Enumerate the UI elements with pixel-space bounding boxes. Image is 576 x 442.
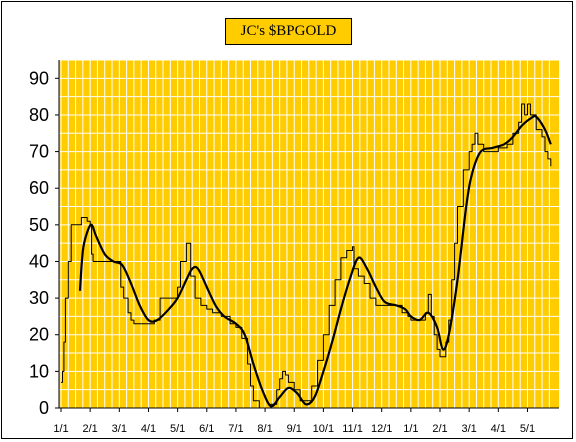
x-tick-label: 4/1 bbox=[491, 423, 506, 435]
y-tick-label: 40 bbox=[29, 251, 49, 271]
x-tick-label: 12/1 bbox=[371, 423, 392, 435]
x-tick-label: 11/1 bbox=[342, 423, 363, 435]
x-tick-label: 2/1 bbox=[83, 423, 98, 435]
chart-title: JC's $BPGOLD bbox=[225, 18, 352, 45]
x-tick-label: 1/1 bbox=[403, 423, 418, 435]
y-tick-label: 70 bbox=[29, 142, 49, 162]
y-tick-label: 10 bbox=[29, 361, 49, 381]
y-tick-label: 80 bbox=[29, 105, 49, 125]
x-tick-label: 5/1 bbox=[170, 423, 185, 435]
x-tick-label: 3/1 bbox=[112, 423, 127, 435]
y-tick-label: 60 bbox=[29, 178, 49, 198]
x-tick-label: 9/1 bbox=[287, 423, 302, 435]
x-tick-label: 4/1 bbox=[141, 423, 156, 435]
x-tick-label: 1/1 bbox=[53, 423, 68, 435]
x-tick-label: 7/1 bbox=[228, 423, 243, 435]
y-tick-label: 50 bbox=[29, 215, 49, 235]
x-tick-label: 5/1 bbox=[520, 423, 535, 435]
x-tick-label: 3/1 bbox=[462, 423, 477, 435]
x-tick-label: 6/1 bbox=[199, 423, 214, 435]
y-tick-label: 20 bbox=[29, 325, 49, 345]
series-line-step bbox=[61, 103, 552, 409]
y-tick-label: 90 bbox=[29, 68, 49, 88]
x-tick-label: 2/1 bbox=[432, 423, 447, 435]
series-line-smooth bbox=[78, 114, 552, 408]
y-tick-label: 0 bbox=[39, 398, 49, 418]
x-tick-label: 8/1 bbox=[257, 423, 272, 435]
y-tick-label: 30 bbox=[29, 288, 49, 308]
x-tick-label: 10/1 bbox=[313, 423, 334, 435]
